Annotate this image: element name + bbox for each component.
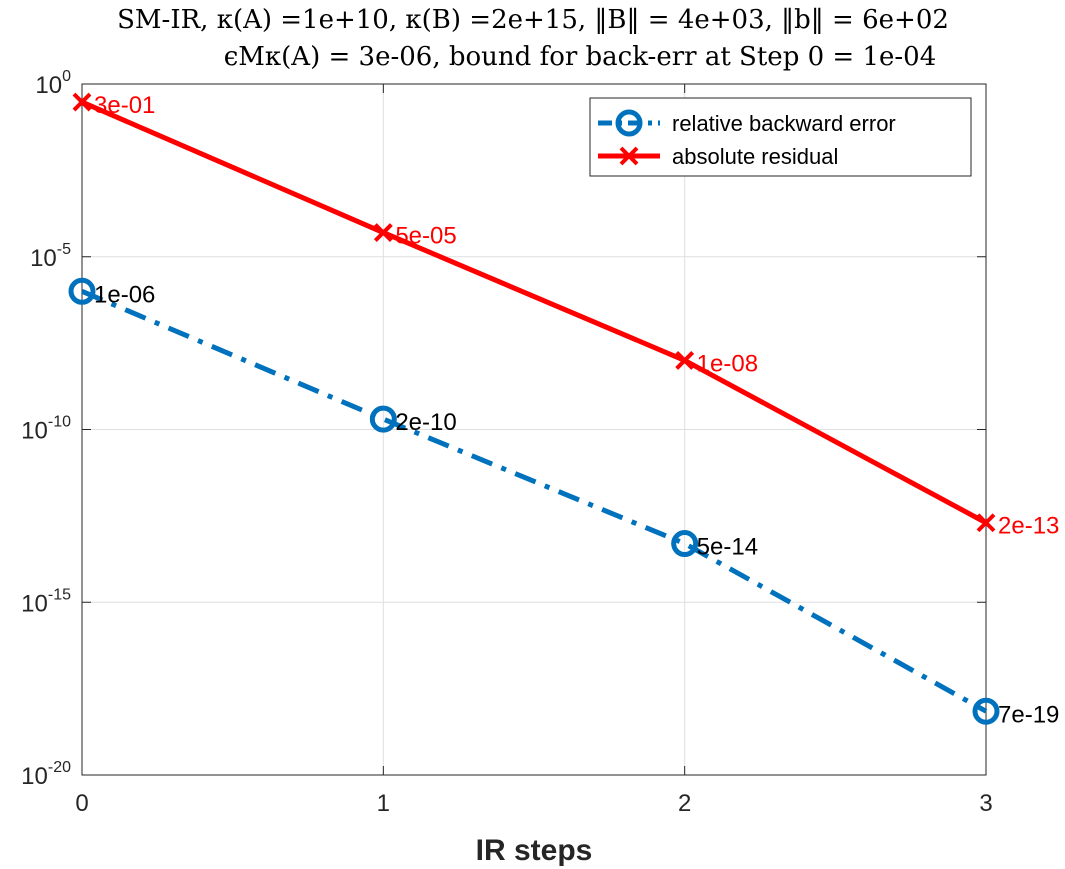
data-label-relative-backward-error: 7e-19 [998, 701, 1059, 728]
legend: relative backward error absolute residual [589, 97, 972, 177]
legend-label-absolute-residual: absolute residual [672, 144, 838, 169]
x-tick-label: 2 [678, 790, 691, 817]
data-label-relative-backward-error: 2e-10 [395, 409, 456, 436]
y-tick-label: 100 [35, 68, 71, 99]
legend-label-relative-backward-error: relative backward error [672, 111, 896, 136]
data-point-absolute-residual [72, 92, 92, 112]
x-axis-label: IR steps [476, 834, 593, 867]
data-point-absolute-residual-stroke [72, 92, 92, 112]
series-line-absolute-residual [81, 99, 988, 525]
data-labels: 3e-01 5e-05 1e-08 2e-13 1e-06 2e-10 5e-14 7e-19 [94, 92, 1059, 728]
data-point-absolute-residual-stroke [976, 513, 996, 533]
data-label-absolute-residual: 1e-08 [697, 350, 758, 377]
tick-labels: 0 1 2 3 100 10-5 10-10 10-15 10-20 [21, 68, 993, 817]
x-tick-label: 3 [979, 790, 992, 817]
data-point-absolute-residual-stroke [675, 350, 695, 370]
data-label-absolute-residual: 2e-13 [998, 513, 1059, 540]
data-point-relative-backward-error [68, 277, 96, 305]
data-point-relative-backward-error [972, 697, 1000, 725]
data-point-relative-backward-error [369, 405, 397, 433]
axes [81, 83, 987, 776]
chart-title-line-1: SM-IR, κ(A) =1e+10, κ(B) =2e+15, ‖B‖ = 4… [117, 5, 949, 35]
data-point-absolute-residual [976, 513, 996, 533]
x-tick-label: 0 [75, 790, 88, 817]
chart-title-line-2: ϵMκ(A) = 3e-06, bound for back-err at St… [224, 42, 937, 72]
data-label-absolute-residual: 5e-05 [395, 223, 456, 250]
legend-box [589, 97, 972, 177]
data-label-relative-backward-error: 5e-14 [697, 534, 758, 561]
x-tick-label: 1 [377, 790, 390, 817]
data-point-absolute-residual [675, 350, 695, 370]
y-tick-label: 10-10 [21, 414, 71, 445]
data-label-relative-backward-error: 1e-06 [94, 281, 155, 308]
data-label-absolute-residual: 3e-01 [94, 92, 155, 119]
legend-marker-relative-backward-error [615, 109, 643, 137]
data-point-absolute-residual-stroke [373, 223, 393, 243]
legend-items: relative backward error absolute residual [598, 109, 896, 169]
y-tick-label: 10-20 [21, 759, 71, 790]
series-line-relative-backward-error [81, 288, 988, 714]
y-tick-label: 10-15 [21, 586, 71, 617]
legend-marker-absolute-residual-stroke [619, 146, 639, 166]
series-layer [68, 92, 1000, 725]
data-point-relative-backward-error [671, 530, 699, 558]
legend-marker-absolute-residual [619, 146, 639, 166]
data-point-absolute-residual [373, 223, 393, 243]
y-tick-label: 10-5 [30, 241, 71, 272]
grid-lines [81, 83, 987, 776]
